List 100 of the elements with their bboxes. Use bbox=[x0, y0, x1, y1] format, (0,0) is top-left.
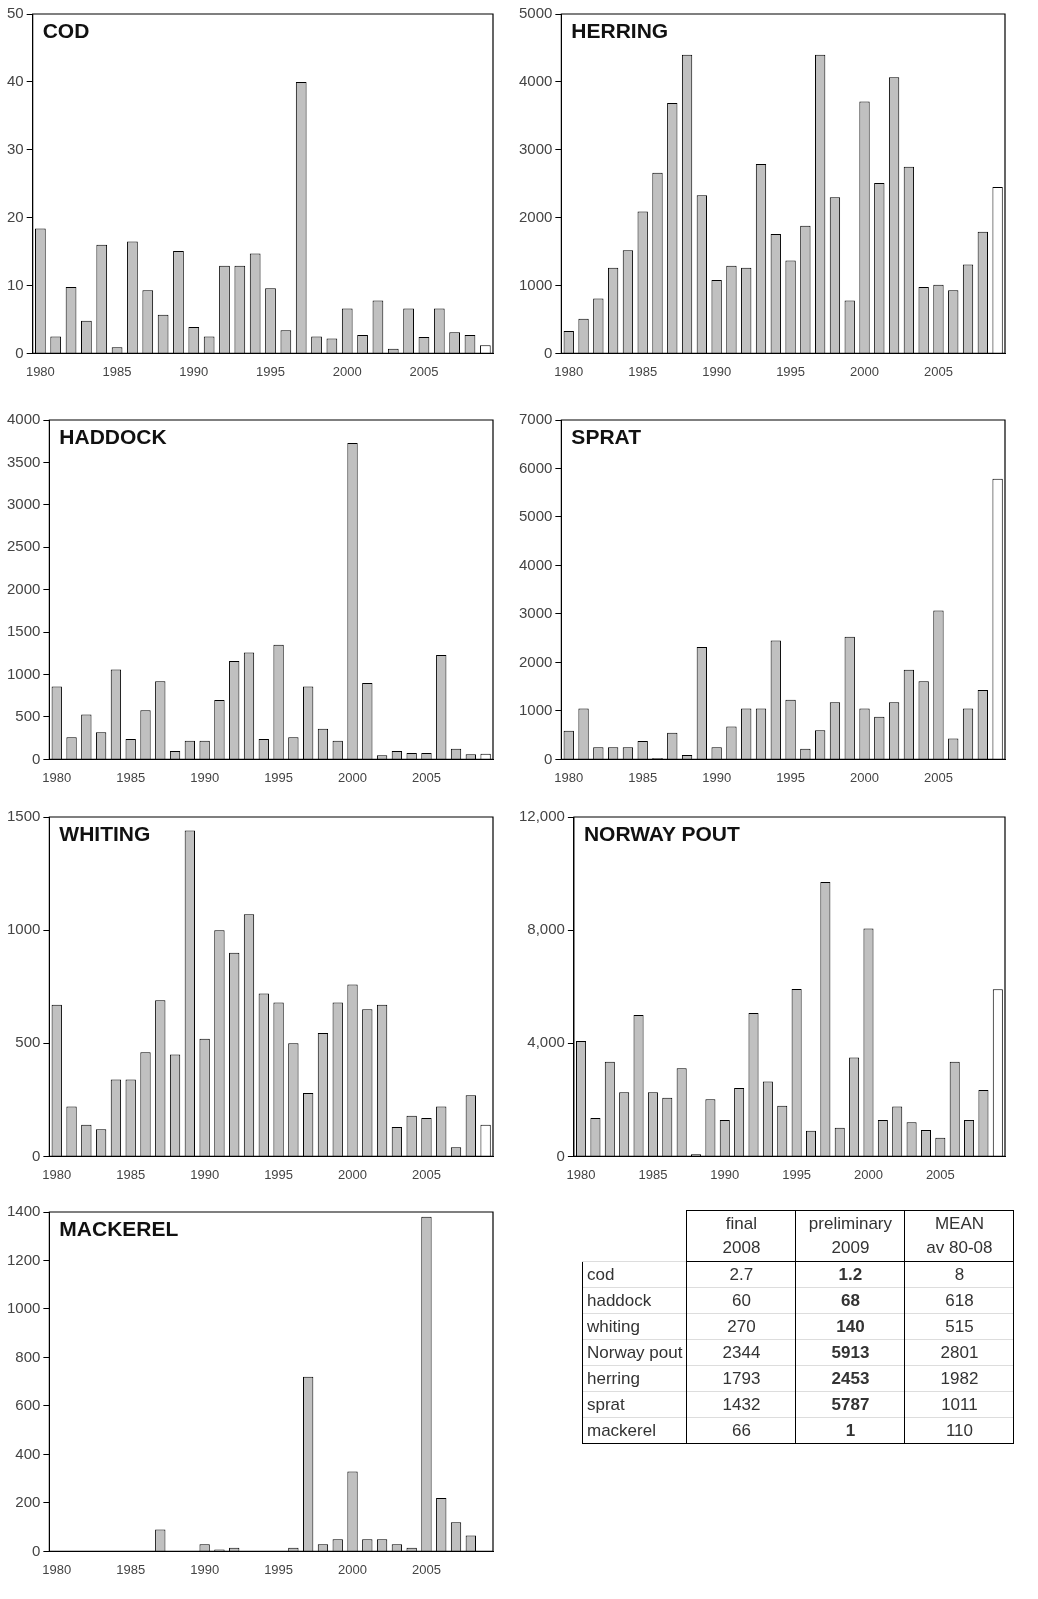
y-tick-label: 1000 bbox=[6, 920, 41, 938]
y-tick-label: 0 bbox=[32, 1146, 41, 1164]
y-tick-label: 1000 bbox=[6, 1299, 41, 1317]
y-tick-label: 400 bbox=[15, 1444, 41, 1462]
y-tick-label: 0 bbox=[544, 343, 553, 361]
text: 140 bbox=[836, 1316, 865, 1336]
x-tick-label: 1980 bbox=[42, 1561, 72, 1577]
y-tick-label: 1500 bbox=[6, 622, 41, 640]
x-tick-label: 2005 bbox=[923, 363, 953, 379]
y-tick-label: 6000 bbox=[518, 458, 553, 476]
x-tick-label: 1990 bbox=[190, 1561, 220, 1577]
y-tick-label: 2000 bbox=[6, 579, 41, 597]
y-tick-label: 0 bbox=[544, 749, 553, 767]
x-tick-label: 1990 bbox=[190, 1166, 220, 1182]
y-tick-label: 4000 bbox=[518, 555, 553, 573]
text: 2.7 bbox=[729, 1264, 754, 1284]
y-tick-label: 2500 bbox=[6, 537, 41, 555]
x-tick-label: 2005 bbox=[411, 1561, 441, 1577]
y-tick-label: 30 bbox=[7, 139, 24, 157]
x-tick-label: 1990 bbox=[702, 363, 732, 379]
y-tick-label: 0 bbox=[32, 749, 41, 767]
y-tick-label: 800 bbox=[15, 1347, 41, 1365]
x-tick-label: 1980 bbox=[566, 1166, 596, 1182]
x-tick-label: 1995 bbox=[776, 363, 806, 379]
x-tick-label: 1995 bbox=[264, 769, 294, 785]
category-label: MEAN av 80-08 bbox=[904, 1210, 1014, 1262]
chart-title: HADDOCK bbox=[59, 425, 167, 449]
y-tick-label: 10 bbox=[7, 275, 24, 293]
chart-title: NORWAY POUT bbox=[583, 822, 741, 846]
category-label: mackerel bbox=[587, 1420, 656, 1440]
x-tick-label: 1985 bbox=[638, 1166, 668, 1182]
text: 2453 bbox=[831, 1368, 870, 1388]
y-tick-label: 1000 bbox=[6, 664, 41, 682]
y-tick-label: 0 bbox=[556, 1146, 565, 1164]
text: 1011 bbox=[941, 1394, 978, 1414]
y-tick-label: 3000 bbox=[518, 604, 553, 622]
x-tick-label: 1995 bbox=[256, 363, 285, 379]
x-tick-label: 1980 bbox=[554, 363, 584, 379]
y-tick-label: 2000 bbox=[518, 207, 553, 225]
text: 515 bbox=[945, 1316, 974, 1336]
y-tick-label: 1200 bbox=[6, 1250, 41, 1268]
y-tick-label: 0 bbox=[15, 343, 24, 361]
x-tick-label: 1990 bbox=[190, 769, 220, 785]
y-tick-label: 3000 bbox=[6, 494, 41, 512]
category-label: preliminary 2009 bbox=[795, 1210, 905, 1262]
x-tick-label: 1990 bbox=[710, 1166, 740, 1182]
text: 2344 bbox=[722, 1342, 761, 1362]
category-label: cod bbox=[587, 1264, 615, 1284]
y-tick-label: 40 bbox=[7, 72, 24, 90]
text: 1793 bbox=[722, 1368, 761, 1388]
x-tick-label: 1985 bbox=[116, 1561, 146, 1577]
y-tick-label: 4000 bbox=[6, 410, 41, 428]
x-tick-label: 1990 bbox=[702, 769, 732, 785]
x-tick-label: 2005 bbox=[411, 769, 441, 785]
y-tick-label: 1500 bbox=[6, 807, 41, 825]
x-tick-label: 1980 bbox=[554, 769, 584, 785]
text: 110 bbox=[945, 1420, 973, 1440]
y-tick-label: 0 bbox=[32, 1541, 41, 1559]
chart-title: MACKEREL bbox=[59, 1217, 179, 1241]
text: 5787 bbox=[831, 1394, 870, 1414]
y-tick-label: 1000 bbox=[518, 275, 553, 293]
y-tick-label: 500 bbox=[15, 707, 41, 725]
y-tick-label: 1400 bbox=[6, 1202, 41, 1220]
y-tick-label: 12,000 bbox=[518, 807, 565, 825]
category-label: Norway pout bbox=[587, 1342, 683, 1362]
chart-title: WHITING bbox=[59, 822, 151, 846]
x-tick-label: 1985 bbox=[628, 363, 658, 379]
chart-title: HERRING bbox=[571, 19, 669, 43]
x-tick-label: 1995 bbox=[264, 1561, 294, 1577]
y-tick-label: 1000 bbox=[518, 701, 553, 719]
text: 5913 bbox=[831, 1342, 870, 1362]
text: 270 bbox=[727, 1316, 756, 1336]
x-tick-label: 2005 bbox=[923, 769, 953, 785]
y-tick-label: 4000 bbox=[518, 72, 553, 90]
x-tick-label: 2000 bbox=[850, 363, 879, 379]
chart-title: SPRAT bbox=[571, 425, 642, 449]
y-tick-label: 200 bbox=[15, 1493, 41, 1511]
x-tick-label: 1995 bbox=[782, 1166, 812, 1182]
x-tick-label: 2000 bbox=[332, 363, 362, 379]
text: 2801 bbox=[940, 1342, 979, 1362]
x-tick-label: 2005 bbox=[411, 1166, 441, 1182]
y-tick-label: 3000 bbox=[518, 139, 553, 157]
x-tick-label: 1980 bbox=[25, 363, 55, 379]
x-tick-label: 2000 bbox=[338, 1561, 367, 1577]
text: 1 bbox=[845, 1420, 856, 1440]
y-tick-label: 4,000 bbox=[527, 1033, 565, 1051]
y-tick-label: 2000 bbox=[518, 652, 553, 670]
x-tick-label: 1985 bbox=[102, 363, 132, 379]
x-tick-label: 2000 bbox=[850, 769, 879, 785]
x-tick-label: 1985 bbox=[628, 769, 658, 785]
y-tick-label: 600 bbox=[15, 1396, 41, 1414]
category-label: whiting bbox=[587, 1316, 640, 1336]
y-tick-label: 3500 bbox=[6, 452, 41, 470]
x-tick-label: 1985 bbox=[116, 769, 146, 785]
y-tick-label: 7000 bbox=[518, 410, 553, 428]
x-tick-label: 1985 bbox=[116, 1166, 146, 1182]
x-tick-label: 1995 bbox=[264, 1166, 294, 1182]
text: 1432 bbox=[722, 1394, 761, 1414]
y-tick-label: 5000 bbox=[518, 507, 553, 525]
x-tick-label: 2005 bbox=[925, 1166, 955, 1182]
